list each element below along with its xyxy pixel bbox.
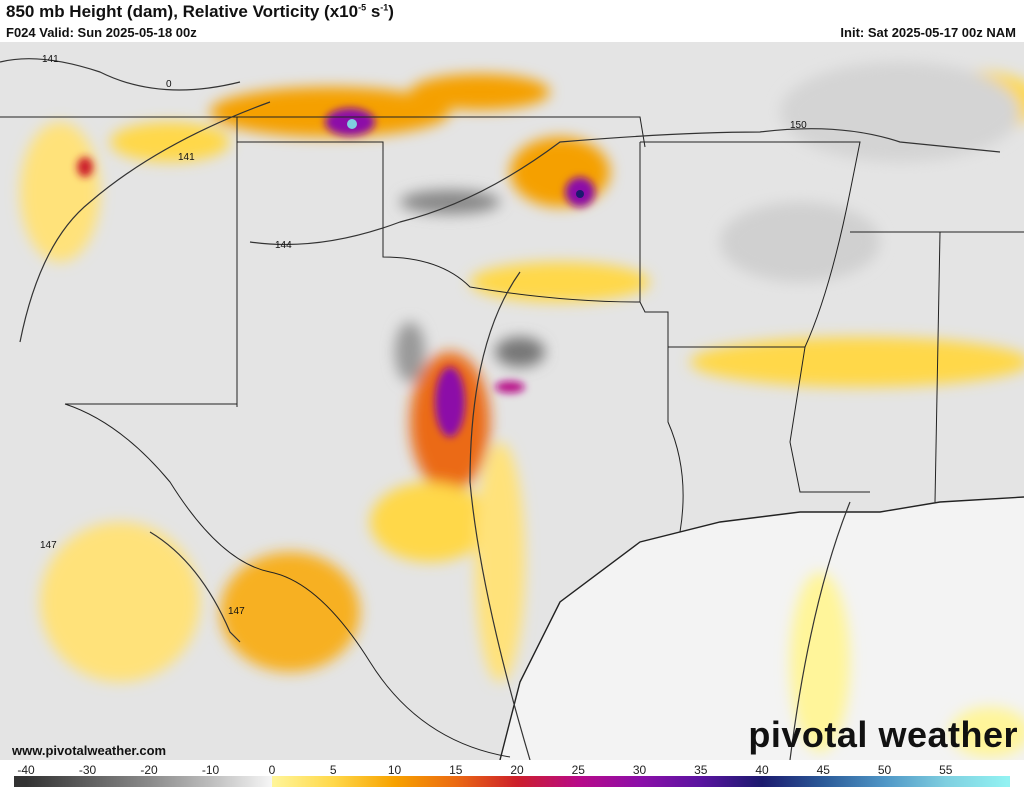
contour-label: 141: [42, 54, 59, 65]
contour-label: 150: [790, 120, 807, 131]
colorbar-tick: 55: [939, 763, 953, 777]
height-contours: [0, 58, 1001, 760]
colorbar-tick: 50: [877, 763, 892, 777]
colorbar-tick: 35: [694, 763, 708, 777]
title-exp: -5: [358, 2, 367, 13]
colorbar-tick: -20: [140, 763, 158, 777]
title-unit: s: [366, 2, 381, 21]
colorbar-tick: -30: [78, 763, 97, 777]
contour-labels: 141 141 144 150 147 147 0: [40, 54, 807, 617]
colorbar-tick: 30: [632, 763, 647, 777]
valid-time: F024 Valid: Sun 2025-05-18 00z: [6, 25, 197, 40]
vorticity-max-center: [576, 190, 584, 198]
colorbar-tick: 40: [755, 763, 769, 777]
website-url[interactable]: www.pivotalweather.com: [12, 743, 167, 758]
contour-label: 147: [40, 540, 57, 551]
weather-map[interactable]: 141 141 144 150 147 147 0: [0, 42, 1024, 760]
colorbar-tick: 45: [816, 763, 830, 777]
contour-label: 141: [178, 152, 195, 163]
colorbar-tick: 15: [449, 763, 463, 777]
vorticity-maxima: [77, 108, 595, 437]
contour-label: 147: [228, 606, 245, 617]
gulf-of-mexico: [500, 497, 1024, 760]
colorbar-tick: 25: [571, 763, 585, 777]
colorbar: [14, 776, 1010, 787]
colorbar-tick: 10: [387, 763, 402, 777]
map-title: 850 mb Height (dam), Relative Vorticity …: [6, 2, 394, 22]
state-borders: [0, 116, 1024, 760]
colorbar-tick: 5: [329, 763, 337, 777]
title-end: ): [388, 2, 394, 21]
colorbar-tick: -40: [17, 763, 35, 777]
vorticity-max-center: [347, 119, 357, 129]
colorbar-tick: 0: [268, 763, 276, 777]
title-text: 850 mb Height (dam), Relative Vorticity …: [6, 2, 359, 21]
vorticity-field: [20, 62, 1024, 757]
colorbar-gradient: [14, 776, 1010, 787]
brand-logo: pivotal weather: [748, 714, 1018, 755]
init-time: Init: Sat 2025-05-17 00z NAM: [840, 25, 1016, 40]
title-exp2: -1: [380, 2, 389, 13]
colorbar-tick: 20: [510, 763, 524, 777]
contour-label: 0: [166, 79, 172, 90]
contour-label: 144: [275, 240, 292, 251]
colorbar-tick: -10: [201, 763, 220, 777]
